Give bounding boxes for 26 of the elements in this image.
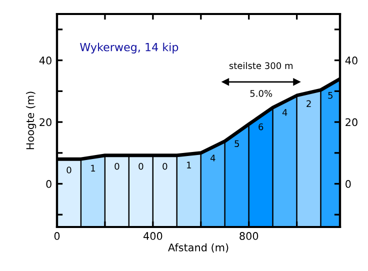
y-axis-title: Hoogte (m) (26, 92, 36, 150)
band-label: 0 (66, 166, 72, 174)
y2-tick-label: 20 (346, 118, 358, 126)
y2-tick-label: 0 (346, 180, 351, 188)
x-tick-label: 800 (240, 232, 258, 240)
annotation: 5.0% (250, 90, 272, 97)
y2-tick-label: 40 (345, 56, 358, 64)
band-label: 0 (114, 162, 120, 170)
band-label: 4 (282, 109, 288, 116)
y-tick-label: 20 (40, 118, 52, 126)
y-tick-label: 40 (39, 56, 52, 64)
band-label: 2 (306, 100, 311, 107)
band-label: 4 (210, 154, 216, 162)
y-tick-label: 0 (46, 180, 52, 188)
x-axis-title: Afstand (m) (168, 243, 228, 253)
band-label: 1 (187, 162, 191, 168)
band-label: 0 (138, 162, 144, 170)
annotation: steilste 300 m (229, 62, 293, 70)
text: Wykerweg, 14 kip (80, 42, 178, 54)
x-tick-label: 400 (144, 232, 162, 240)
band-label: 0 (162, 162, 168, 170)
band-label: 5 (234, 140, 239, 148)
x-tick-label: 0 (54, 232, 60, 240)
band-label: 6 (258, 123, 264, 130)
band-label: 5 (328, 92, 332, 99)
band-label: 1 (91, 164, 96, 172)
